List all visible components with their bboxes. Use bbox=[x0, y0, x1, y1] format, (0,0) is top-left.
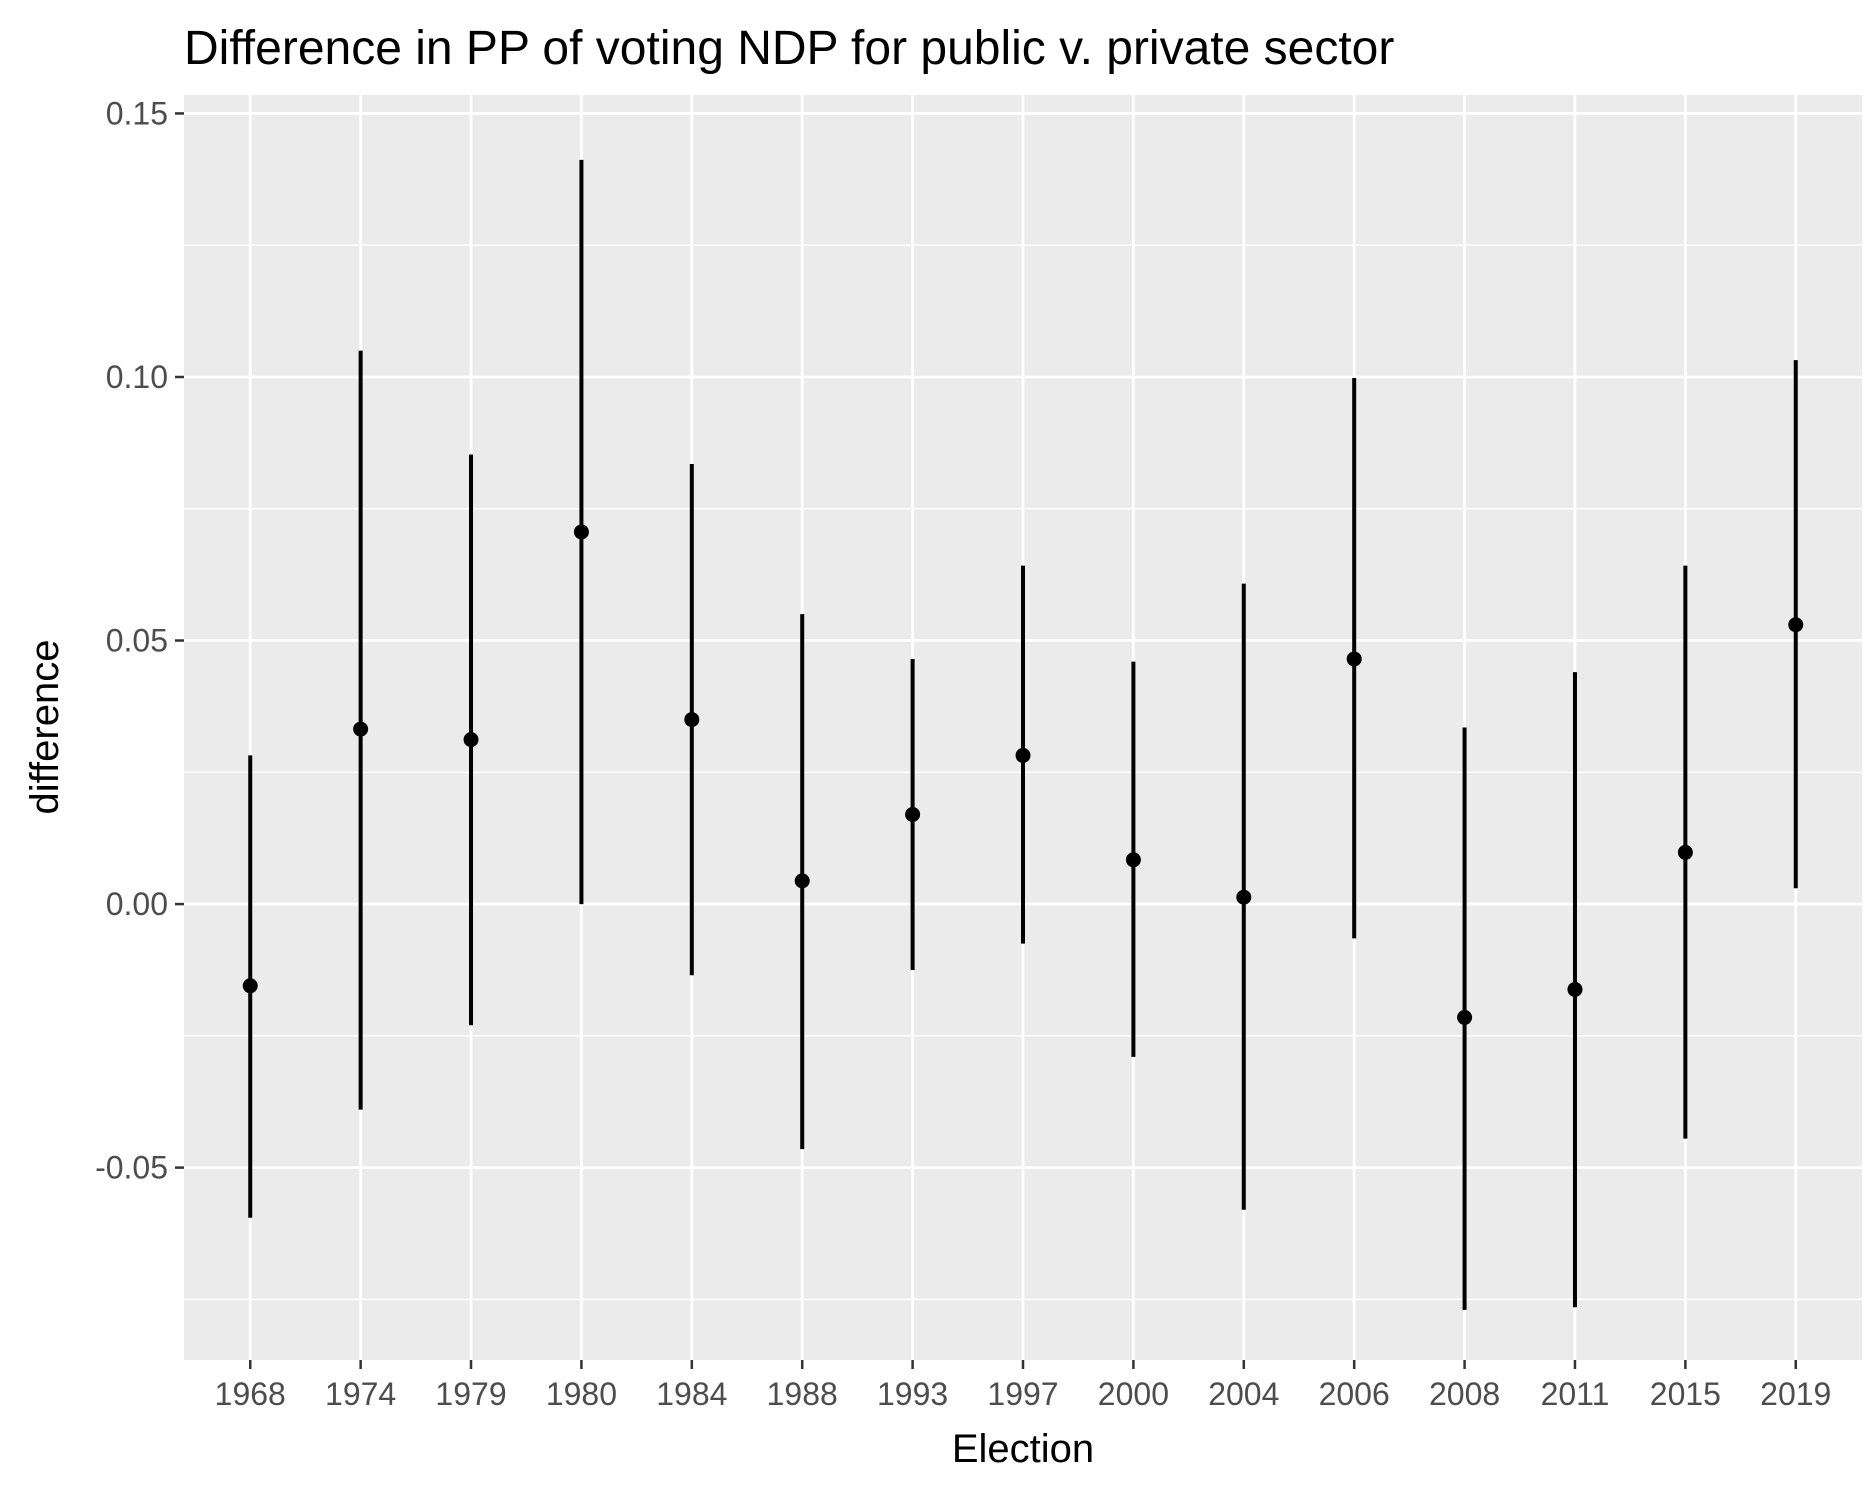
x-tick-label: 1993 bbox=[877, 1376, 948, 1412]
chart-title: Difference in PP of voting NDP for publi… bbox=[184, 22, 1394, 75]
data-point bbox=[1015, 747, 1031, 763]
x-tick-label: 1997 bbox=[987, 1376, 1058, 1412]
data-point bbox=[573, 524, 589, 540]
data-point bbox=[242, 978, 258, 994]
y-tick-label: -0.05 bbox=[95, 1150, 168, 1186]
x-tick-label: 1968 bbox=[215, 1376, 286, 1412]
data-point bbox=[1788, 617, 1804, 633]
axes: -0.05 0.00 0.05 0.10 0.15 1968 1974 1979 1980 198… bbox=[95, 95, 1831, 1412]
data-marks bbox=[242, 159, 1804, 1310]
y-tick-label: 0.05 bbox=[106, 623, 168, 659]
x-tick-label: 1979 bbox=[435, 1376, 506, 1412]
x-tick-label: 2004 bbox=[1208, 1376, 1279, 1412]
x-tick-label: 2000 bbox=[1098, 1376, 1169, 1412]
x-tick-label: 2011 bbox=[1541, 1376, 1610, 1412]
y-tick-label: 0.15 bbox=[106, 95, 168, 131]
data-point bbox=[353, 721, 369, 737]
x-tick-label: 1988 bbox=[767, 1376, 838, 1412]
x-tick-label: 2008 bbox=[1429, 1376, 1500, 1412]
data-point bbox=[1346, 651, 1362, 667]
data-point bbox=[463, 732, 479, 748]
x-tick-label: 2015 bbox=[1650, 1376, 1721, 1412]
y-axis-title: difference bbox=[23, 640, 67, 815]
data-point bbox=[1677, 844, 1693, 860]
x-tick-label: 1980 bbox=[546, 1376, 617, 1412]
data-point bbox=[1457, 1009, 1473, 1025]
data-point bbox=[684, 712, 700, 728]
x-tick-label: 2019 bbox=[1760, 1376, 1831, 1412]
x-axis-title: Election bbox=[952, 1427, 1094, 1471]
data-point bbox=[905, 806, 921, 822]
data-point bbox=[1567, 981, 1583, 997]
data-point bbox=[794, 873, 810, 889]
x-tick-label: 2006 bbox=[1319, 1376, 1390, 1412]
y-tick-label: 0.00 bbox=[106, 886, 168, 922]
y-tick-label: 0.10 bbox=[106, 359, 168, 395]
data-point bbox=[1125, 852, 1141, 868]
x-tick-label: 1974 bbox=[325, 1376, 396, 1412]
x-tick-label: 1984 bbox=[656, 1376, 727, 1412]
data-point bbox=[1236, 889, 1252, 905]
